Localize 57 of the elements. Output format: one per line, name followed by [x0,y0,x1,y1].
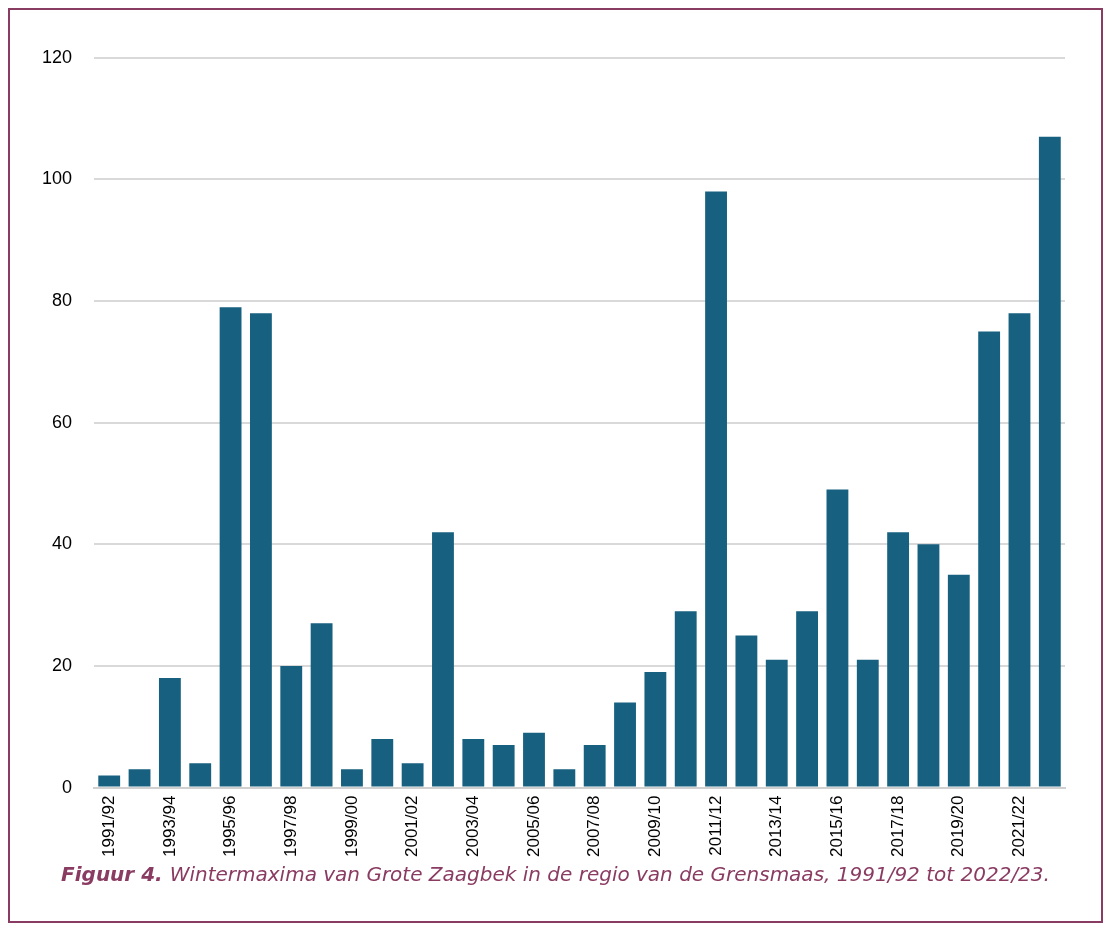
bar [674,611,697,787]
bar [371,738,394,787]
x-tick-label: 1999/00 [341,795,361,857]
x-tick-label: 2015/16 [827,795,847,857]
text: Figuur 4. [61,862,164,886]
bar [553,769,576,787]
bar [1038,136,1061,787]
bar [401,763,424,787]
x-tick-label: 1993/94 [159,795,179,857]
bar [1008,313,1031,787]
bar [765,659,788,787]
x-tick-label: 2005/06 [523,795,543,857]
y-tick-label: 20 [52,654,73,675]
x-tick-label: 2003/04 [463,795,482,857]
x-tick-label: 2017/18 [887,795,907,857]
bar [189,763,212,787]
bar [341,769,363,787]
bar [310,623,333,787]
bar [796,611,819,787]
x-tick-label: 1997/98 [280,795,300,857]
bar [128,769,151,787]
bar [432,532,454,787]
bar [492,744,515,787]
bar [219,307,242,787]
x-tick-label: 2021/22 [1009,795,1029,857]
x-tick-label: 2007/08 [584,795,604,857]
bar [98,775,121,787]
bar [826,489,849,787]
y-tick-label: 40 [52,533,73,554]
bar [462,738,485,787]
bar [523,732,545,787]
bar [978,331,1001,787]
x-tick-label: 2013/14 [766,795,786,857]
x-tick-label: 2019/20 [948,795,968,857]
y-tick-label: 100 [41,168,73,189]
bar [917,544,940,787]
y-tick-label: 120 [41,46,73,67]
x-tick-label: 2001/02 [402,795,422,857]
x-tick-label: 1995/96 [220,795,240,857]
y-tick-label: 80 [52,290,73,311]
y-tick-label: 60 [52,411,73,432]
bar [856,659,879,787]
bar [614,702,636,787]
bar [705,191,727,787]
bar [280,665,303,787]
bar [583,744,606,787]
bar [947,574,970,787]
bar [158,678,181,787]
x-tick-label: 2011/12 [705,795,725,856]
y-tick-label: 0 [62,776,73,797]
x-tick-label: 1991/92 [98,795,118,857]
x-tick-label: 2009/10 [645,795,665,857]
bar [887,532,910,787]
bar [644,672,667,787]
text: Wintermaxima van Grote Zaagbek in de regio van de Grensmaas, 1991/92 tot 2022/23. [169,862,1050,886]
bar [735,635,758,787]
bar [249,313,272,787]
